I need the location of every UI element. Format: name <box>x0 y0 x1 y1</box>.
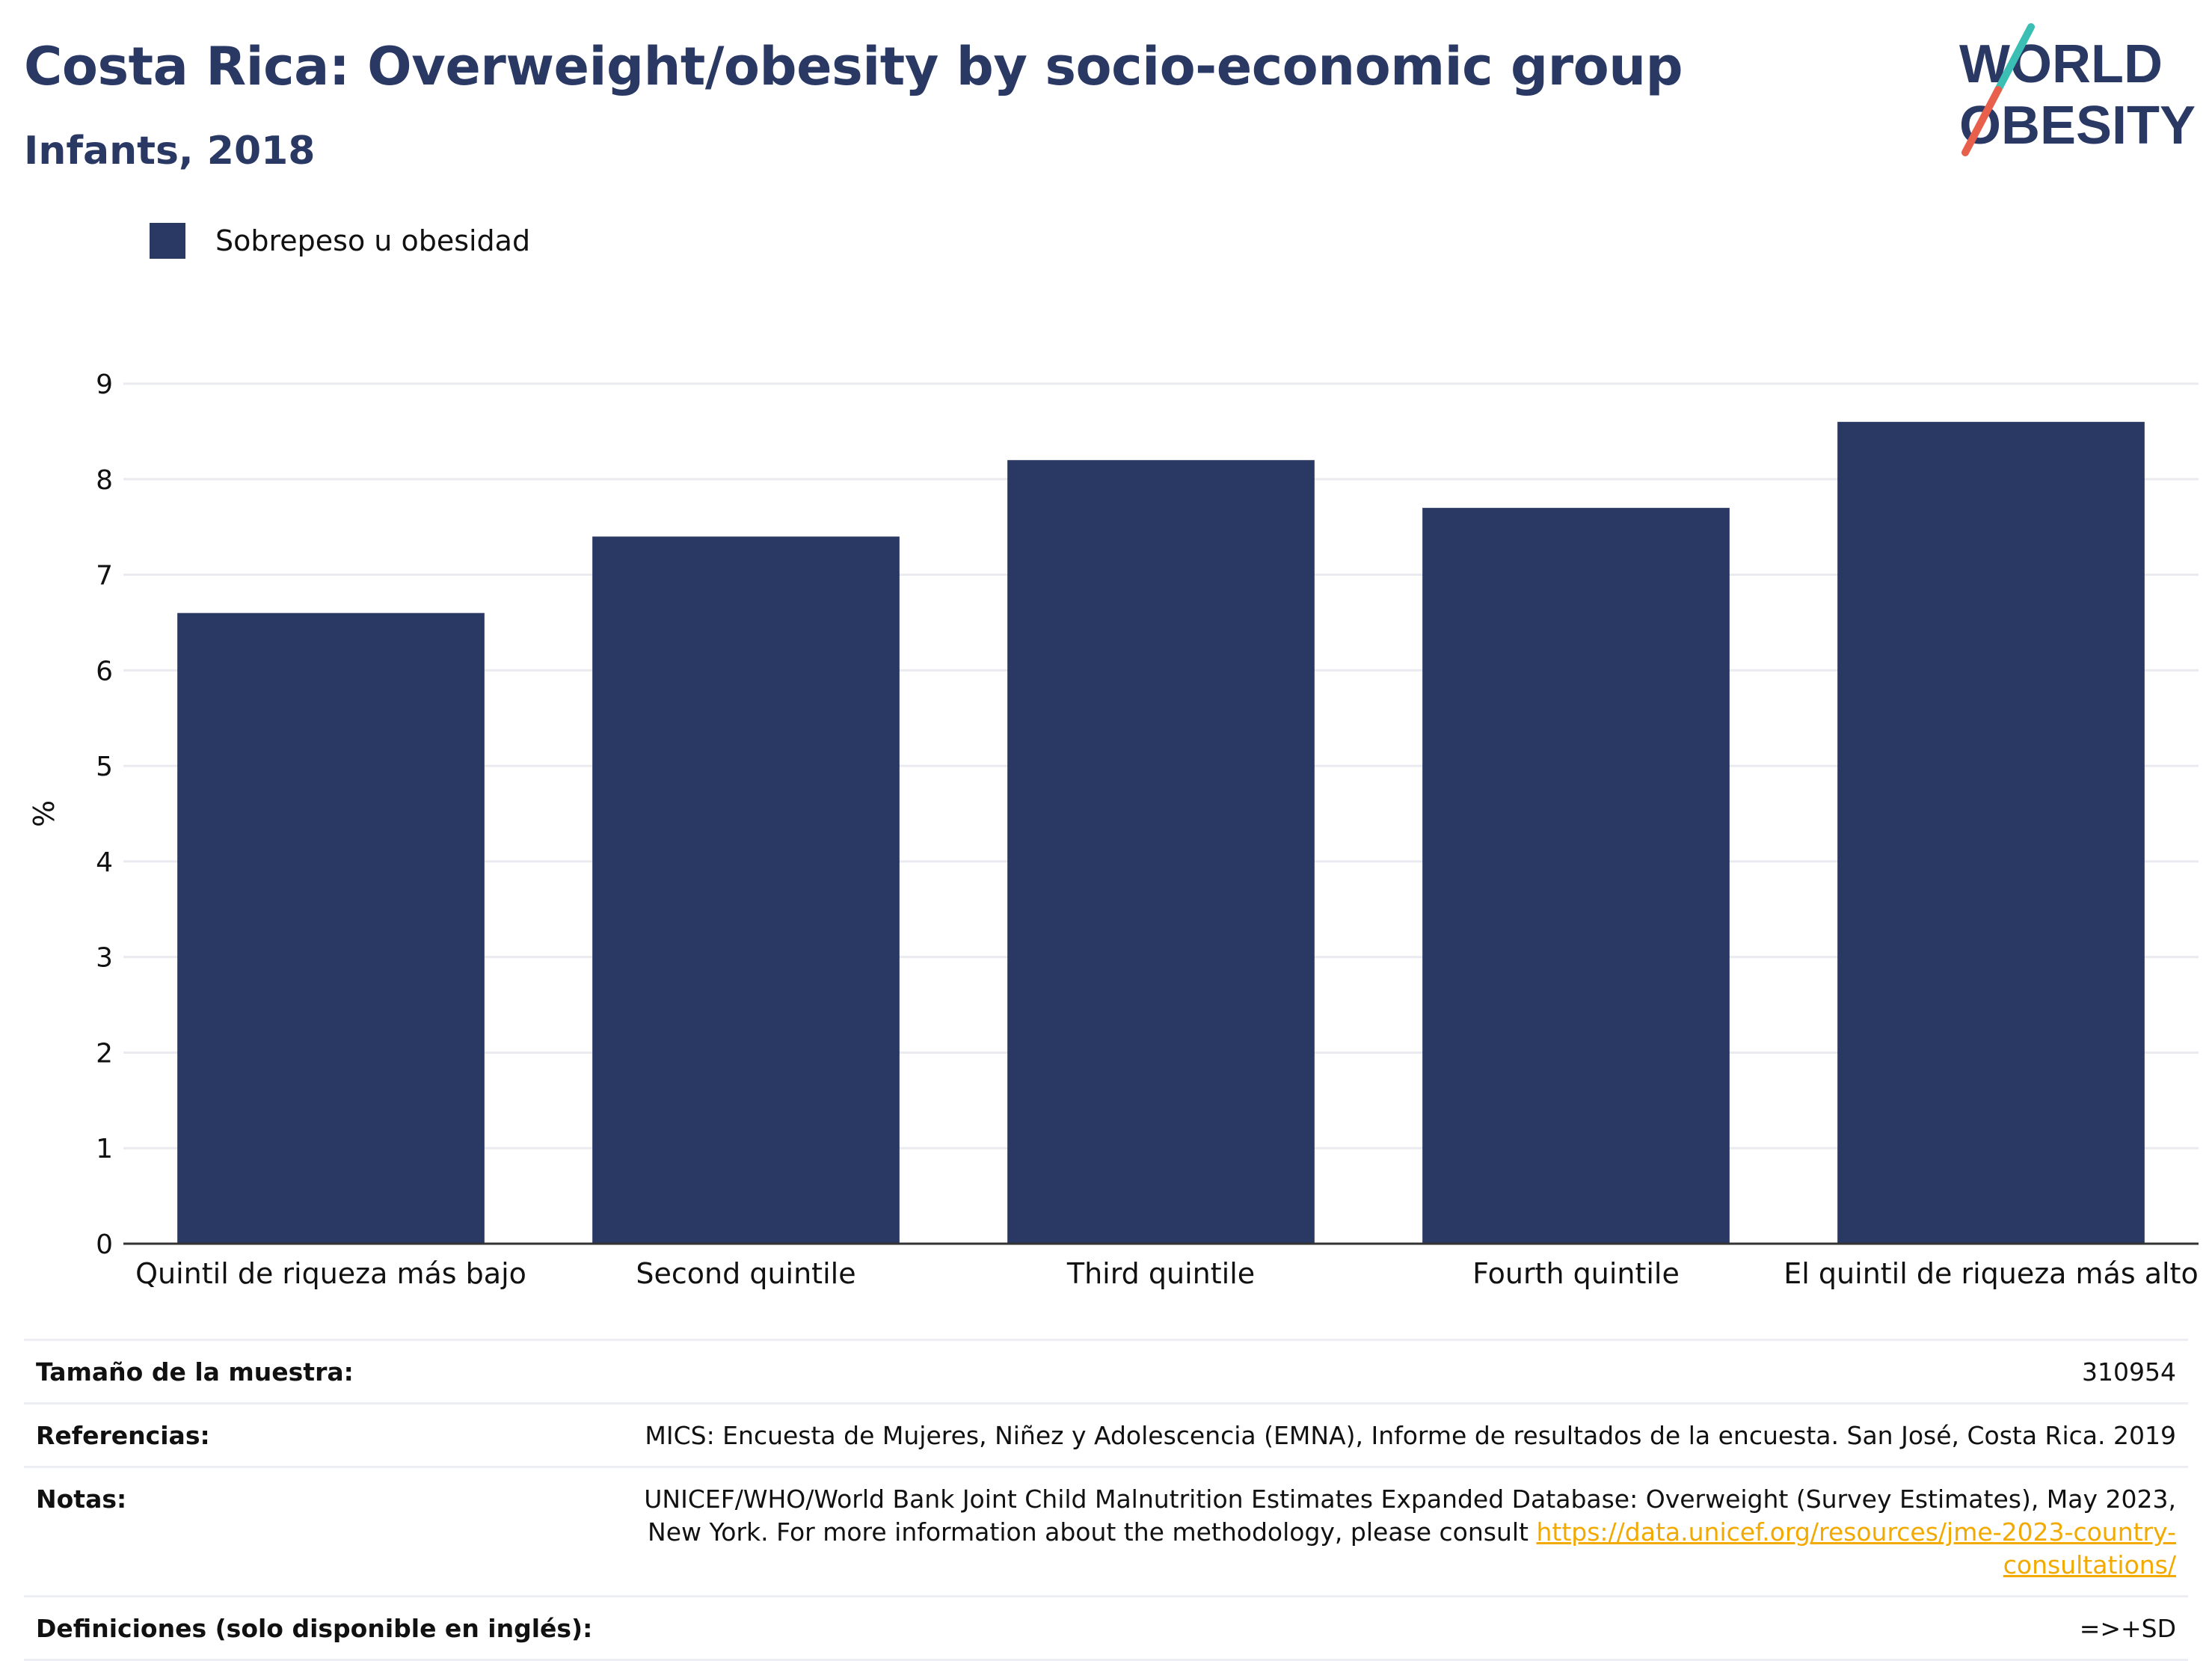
y-tick-label: 8 <box>96 465 113 496</box>
definitions-value: =>+SD <box>2079 1614 2176 1643</box>
bar <box>177 612 485 1244</box>
methodology-link[interactable]: https://data.unicef.org/resources/jme-20… <box>1536 1517 2177 1579</box>
references-row: Referencias: MICS: Encuesta de Mujeres, … <box>24 1404 2188 1468</box>
legend-label: Sobrepeso u obesidad <box>215 224 531 257</box>
y-tick-label: 9 <box>96 369 113 400</box>
x-tick-label: El quintil de riqueza más alto <box>1784 1257 2198 1290</box>
y-tick-label: 7 <box>96 561 113 592</box>
y-tick-label: 4 <box>96 847 113 878</box>
y-tick-label: 3 <box>96 943 113 974</box>
x-tick-label: Quintil de riqueza más bajo <box>135 1257 526 1290</box>
y-tick-label: 5 <box>96 752 113 782</box>
definitions-label: Definiciones (solo disponible en inglés)… <box>36 1614 593 1643</box>
y-axis-title: % <box>28 800 61 827</box>
world-obesity-logo: WORLD OBESITY <box>1959 23 2196 156</box>
notes-text: UNICEF/WHO/World Bank Joint Child Malnut… <box>644 1485 2176 1547</box>
bar <box>1837 422 2145 1244</box>
sample-size-row: Tamaño de la muestra: 310954 <box>24 1341 2188 1404</box>
legend-swatch <box>150 223 185 259</box>
y-tick-label: 2 <box>96 1038 113 1069</box>
chart-subtitle: Infants, 2018 <box>24 129 316 174</box>
y-tick-label: 6 <box>96 656 113 687</box>
svg-text:OBESITY: OBESITY <box>1959 96 2196 156</box>
sample-size-label: Tamaño de la muestra: <box>36 1357 354 1387</box>
x-tick-label: Second quintile <box>636 1257 855 1290</box>
references-label: Referencias: <box>36 1421 210 1450</box>
bar <box>1007 460 1315 1244</box>
notes-table: Tamaño de la muestra: 310954 Referencias… <box>24 1339 2188 1661</box>
y-tick-label: 0 <box>96 1229 113 1260</box>
bar-chart: 0 1 2 3 4 5 6 7 8 9% Quintil de riqueza más bajo Se… <box>28 369 2199 1290</box>
x-tick-label: Third quintile <box>1066 1257 1255 1290</box>
notes-row: Notas: UNICEF/WHO/World Bank Joint Child… <box>24 1468 2188 1597</box>
bar <box>1422 508 1730 1244</box>
x-tick-label: Fourth quintile <box>1472 1257 1680 1290</box>
notes-value: UNICEF/WHO/World Bank Joint Child Malnut… <box>636 1483 2176 1582</box>
sample-size-value: 310954 <box>2082 1357 2176 1387</box>
chart-legend[interactable]: Sobrepeso u obesidad <box>150 223 530 259</box>
references-value: MICS: Encuesta de Mujeres, Niñez y Adole… <box>645 1421 2176 1450</box>
notes-label: Notas: <box>36 1485 127 1514</box>
definitions-row: Definiciones (solo disponible en inglés)… <box>24 1597 2188 1661</box>
svg-text:WORLD: WORLD <box>1959 34 2163 94</box>
chart-title: Costa Rica: Overweight/obesity by socio-… <box>24 36 1683 97</box>
bar <box>592 536 900 1244</box>
y-tick-label: 1 <box>96 1134 113 1164</box>
